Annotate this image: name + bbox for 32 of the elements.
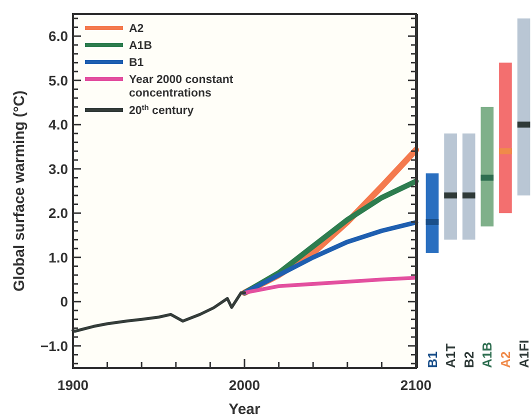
y-tick-label: 3.0 xyxy=(48,160,68,177)
bar xyxy=(426,173,439,253)
legend-label: A2 xyxy=(129,23,144,36)
y-tick-label: 6.0 xyxy=(48,28,68,44)
y-tick-label: 1.0 xyxy=(48,249,68,266)
x-tick-label: 2000 xyxy=(228,377,260,393)
x-tick-label: A2 xyxy=(498,351,514,368)
y-tick-label: 4.0 xyxy=(48,116,68,133)
line-series xyxy=(242,220,418,296)
x-tick-label: A1T xyxy=(443,343,458,368)
legend-label: A1B xyxy=(129,40,152,52)
line-series xyxy=(242,276,418,295)
x-tick-label: A1FI xyxy=(516,340,532,368)
legend-label: B1 xyxy=(129,57,144,70)
x-tick-label: B1 xyxy=(424,351,440,368)
bar xyxy=(462,133,476,240)
legend-label: 20$^{th}$ century xyxy=(129,102,194,118)
bar xyxy=(499,62,512,214)
y-axis-title: Global surface warming (°C) xyxy=(11,90,28,292)
x-tick-label: A1B xyxy=(480,342,495,368)
x-tick-label: 1900 xyxy=(57,377,89,393)
legend-label: Year 2000 constant concentrations xyxy=(129,74,234,100)
y-tick-label: 0 xyxy=(60,294,68,310)
x-tick-label: 2100 xyxy=(400,377,432,393)
y-tick-label: 5.0 xyxy=(48,72,68,88)
x-axis-title: Year xyxy=(228,401,261,418)
bar xyxy=(480,106,494,226)
bar xyxy=(444,133,457,240)
y-tick-label: −1.0 xyxy=(40,338,68,354)
x-tick-label: B2 xyxy=(461,351,476,368)
bar xyxy=(517,18,530,196)
y-tick-label: 2.0 xyxy=(48,205,68,222)
